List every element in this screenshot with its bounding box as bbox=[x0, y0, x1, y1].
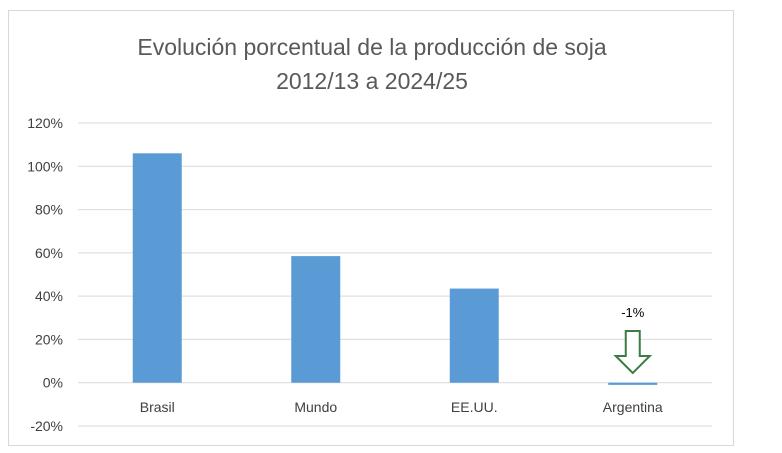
bar bbox=[449, 288, 499, 383]
bar bbox=[291, 256, 341, 383]
y-tick-label: 120% bbox=[27, 115, 63, 131]
y-tick-label: 0% bbox=[43, 375, 63, 391]
y-tick-label: 100% bbox=[27, 158, 63, 174]
x-category-label: Mundo bbox=[294, 399, 337, 415]
x-category-label: Brasil bbox=[140, 399, 175, 415]
chart-title-line2: 2012/13 a 2024/25 bbox=[276, 68, 468, 94]
down-arrow-icon bbox=[613, 330, 653, 375]
chart-title-line1: Evolución porcentual de la producción de… bbox=[137, 34, 607, 60]
x-category-label: EE.UU. bbox=[451, 399, 498, 415]
chart-title: Evolución porcentual de la producción de… bbox=[0, 30, 744, 98]
y-tick-label: 80% bbox=[35, 202, 63, 218]
y-tick-label: 40% bbox=[35, 288, 63, 304]
annotation-label: -1% bbox=[621, 305, 645, 320]
x-category-label: Argentina bbox=[603, 399, 663, 415]
bar bbox=[608, 382, 658, 385]
bar bbox=[132, 153, 182, 383]
y-tick-label: 60% bbox=[35, 245, 63, 261]
y-tick-label: 20% bbox=[35, 331, 63, 347]
chart-frame bbox=[8, 10, 734, 446]
y-tick-label: -20% bbox=[30, 418, 63, 434]
